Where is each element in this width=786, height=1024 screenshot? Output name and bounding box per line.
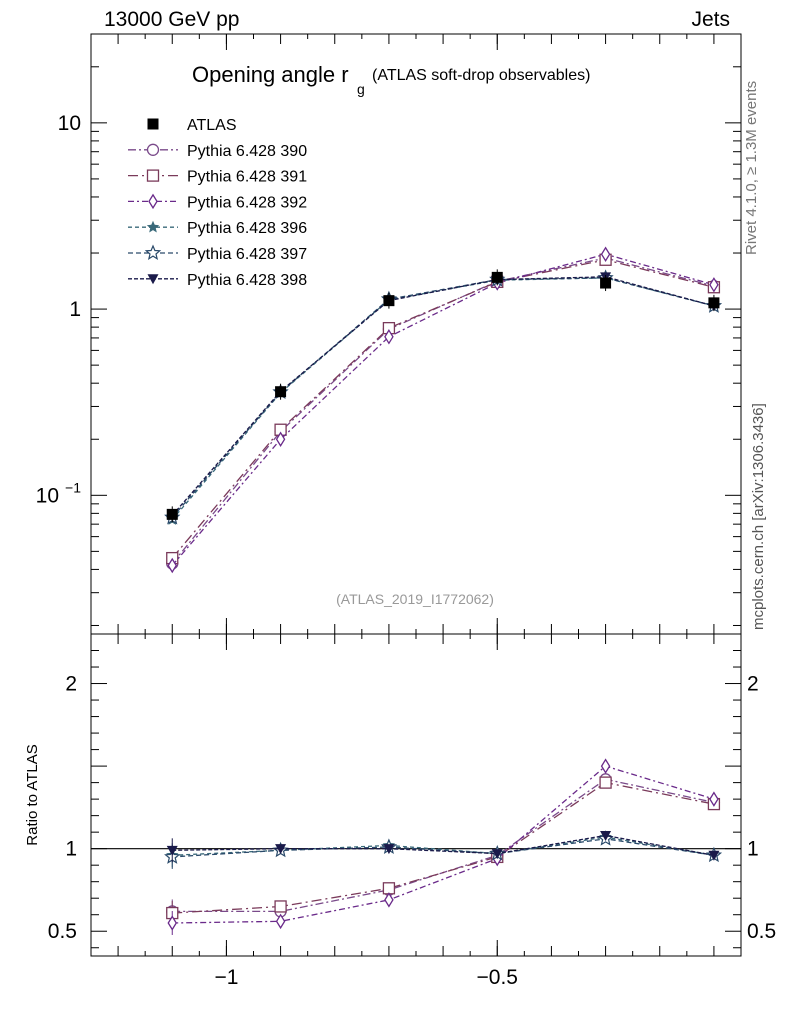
data-point xyxy=(383,295,395,307)
ratio-point xyxy=(274,900,287,913)
ratio-point xyxy=(166,845,178,856)
x-tick-label: −1 xyxy=(214,966,238,989)
legend-label: Pythia 6.428 396 xyxy=(187,220,307,237)
legend-label: Pythia 6.428 392 xyxy=(187,194,307,211)
legend-label: ATLAS xyxy=(187,117,237,134)
ratio-point xyxy=(709,791,719,807)
ratio-line xyxy=(172,778,715,913)
data-point xyxy=(275,386,287,398)
data-point xyxy=(600,246,611,262)
legend-label: Pythia 6.428 397 xyxy=(187,246,307,263)
ratio-point xyxy=(708,850,720,861)
series-line xyxy=(171,259,715,559)
chart-title-suffix: (ATLAS soft-drop observables) xyxy=(372,67,590,84)
data-point xyxy=(167,557,178,574)
data-point xyxy=(384,329,394,345)
ratio-y-tick-label: 1 xyxy=(65,838,77,861)
ratio-point xyxy=(600,830,612,841)
ratio-y-axis-label: Ratio to ATLAS xyxy=(24,744,41,845)
analysis-watermark: (ATLAS_2019_I1772062) xyxy=(336,591,494,607)
ratio-line xyxy=(172,834,715,856)
series-2 xyxy=(166,253,721,565)
header-category-label: Jets xyxy=(691,8,730,31)
series-line xyxy=(171,257,715,565)
ratio-line xyxy=(172,765,715,924)
chart-title: Opening angle r xyxy=(192,62,349,87)
legend-label: Pythia 6.428 390 xyxy=(187,143,307,160)
legend-marker xyxy=(146,169,160,182)
ratio-point xyxy=(600,758,611,774)
data-point xyxy=(166,508,178,520)
ratio-point xyxy=(275,844,287,855)
series-1 xyxy=(166,251,721,570)
ratio-series-3 xyxy=(167,758,719,935)
legend-marker xyxy=(147,274,159,285)
chart-title-subscript: g xyxy=(357,81,365,97)
y-tick-label: 1 xyxy=(69,298,81,321)
series-0 xyxy=(166,269,720,523)
header-process-label: 13000 GeV pp xyxy=(104,8,240,31)
ratio-plot-frame xyxy=(90,633,742,957)
series-line xyxy=(171,277,715,518)
legend: ATLAS Pythia 6.428 390 Pythia 6.428 391 Pyt… xyxy=(128,117,307,289)
legend-marker xyxy=(146,220,160,233)
ratio-y-tick-label-right: 1 xyxy=(747,838,759,861)
legend-label: Pythia 6.428 391 xyxy=(187,169,307,186)
ratio-line xyxy=(172,838,714,858)
y-tick-label: 10 xyxy=(36,484,59,507)
ratio-point xyxy=(383,844,395,855)
series-3 xyxy=(167,246,719,574)
series-5 xyxy=(164,269,723,525)
ratio-y-tick-label: 0.5 xyxy=(48,920,77,943)
ratio-point xyxy=(384,892,394,908)
series-line xyxy=(171,253,715,566)
ratio-y-tick-label-right: 0.5 xyxy=(747,920,776,943)
legend-label: Pythia 6.428 398 xyxy=(187,272,307,289)
data-point xyxy=(708,297,720,309)
x-tick-label: −0.5 xyxy=(477,966,518,989)
series-line xyxy=(171,276,715,516)
ratio-series-6 xyxy=(166,830,720,863)
series-line xyxy=(171,277,715,521)
y-tick-label: 10 xyxy=(58,112,81,135)
data-point xyxy=(709,277,719,293)
ratio-series-5 xyxy=(164,830,723,869)
ratio-y-tick-label-right: 2 xyxy=(747,673,759,696)
y-tick-exponent: −1 xyxy=(65,479,81,495)
legend-marker xyxy=(144,244,162,260)
data-point xyxy=(491,271,503,283)
legend-marker xyxy=(147,118,159,130)
legend-marker xyxy=(148,193,158,210)
series-4 xyxy=(166,271,721,525)
ratio-y-tick-label: 2 xyxy=(65,673,77,696)
ratio-line xyxy=(172,781,715,914)
ratio-point xyxy=(275,913,286,930)
data-point xyxy=(275,431,286,447)
series-6 xyxy=(166,272,720,521)
ratio-point xyxy=(599,776,612,789)
legend-marker xyxy=(146,143,160,156)
ratio-point xyxy=(167,915,178,931)
ratio-point xyxy=(491,849,503,860)
data-point xyxy=(600,277,612,289)
